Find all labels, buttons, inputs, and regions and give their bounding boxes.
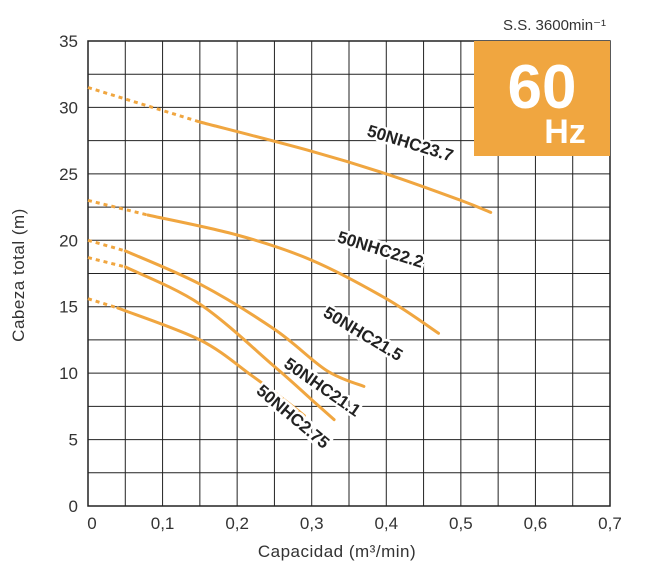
curve-line [146, 213, 440, 335]
y-tick-label: 15 [59, 298, 78, 317]
x-tick-label: 0,3 [300, 514, 324, 533]
frequency-badge [474, 41, 610, 156]
y-tick-label: 10 [59, 364, 78, 383]
curves [87, 86, 493, 422]
curve-labels: 50NHC23.750NHC22.250NHC21.550NHC21.150NH… [250, 119, 458, 455]
curve-label: 50NHC23.7 [365, 121, 456, 165]
frequency-value: 60 [508, 53, 577, 122]
y-tick-label: 35 [59, 32, 78, 51]
x-tick-label: 0,1 [151, 514, 175, 533]
y-tick-label: 20 [59, 231, 78, 250]
y-tick-label: 5 [69, 431, 78, 450]
y-tick-label: 25 [59, 165, 78, 184]
curve-label: 50NHC21.5 [320, 303, 406, 365]
x-tick-label: 0,6 [524, 514, 548, 533]
x-tick-label: 0,5 [449, 514, 473, 533]
axes: 0 0,1 0,2 0,3 0,4 0,5 0,6 0,7 0 5 10 15 20 25 30 35 [59, 32, 622, 533]
curve-dashed-segment [87, 297, 119, 310]
curve-dashed-segment [87, 256, 126, 269]
plot-border [87, 40, 611, 507]
curve-dashed-segment [87, 86, 201, 124]
x-axis-title: Capacidad (m³/min) [258, 542, 416, 561]
curve-dashed-segment [87, 198, 149, 217]
curve-line [198, 120, 493, 214]
x-tick-label: 0,4 [374, 514, 398, 533]
curve-dashed-segment [87, 238, 126, 253]
x-tick-label: 0 [87, 514, 96, 533]
x-tick-label: 0,2 [225, 514, 249, 533]
speed-label: S.S. 3600min⁻¹ [503, 17, 606, 34]
y-tick-label: 0 [69, 497, 78, 516]
frequency-unit: Hz [544, 113, 586, 151]
y-axis-title: Cabeza total (m) [9, 208, 28, 342]
x-tick-label: 0,7 [598, 514, 622, 533]
y-tick-label: 30 [59, 98, 78, 117]
curve-line [123, 249, 366, 388]
curve-line [123, 265, 336, 422]
curve-line [116, 306, 306, 418]
